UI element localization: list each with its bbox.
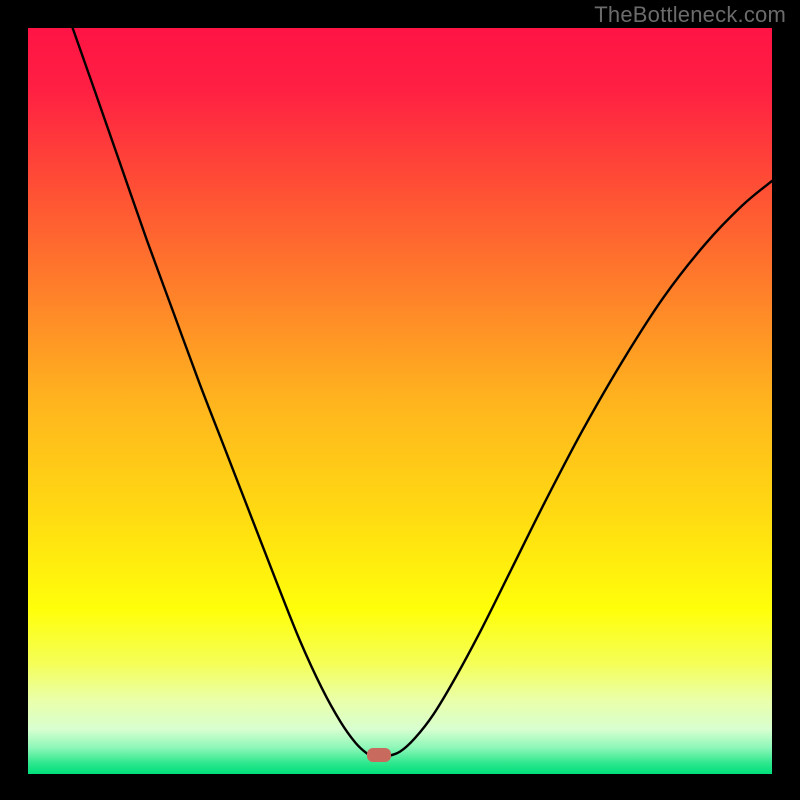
minimum-marker <box>367 748 391 762</box>
plot-area <box>28 28 772 774</box>
gradient-background <box>28 28 772 774</box>
chart-frame: TheBottleneck.com <box>0 0 800 800</box>
watermark-text: TheBottleneck.com <box>594 2 786 28</box>
